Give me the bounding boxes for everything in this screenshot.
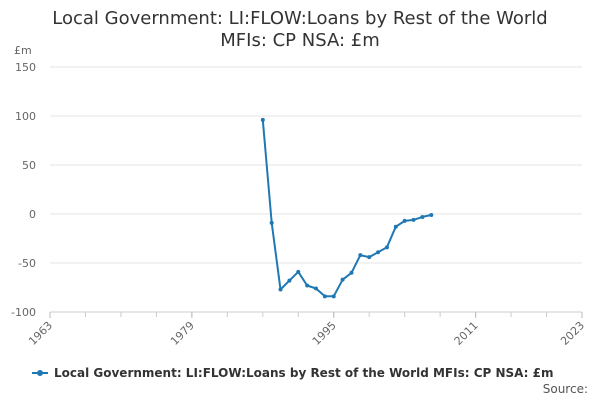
x-tick-label: 1979 bbox=[168, 319, 197, 348]
data-point bbox=[402, 218, 407, 223]
data-point bbox=[376, 250, 381, 255]
data-point bbox=[367, 255, 372, 260]
y-tick-label: 50 bbox=[22, 159, 36, 172]
source-label: Source: bbox=[542, 382, 588, 396]
data-point bbox=[349, 270, 354, 275]
series-line bbox=[261, 118, 433, 298]
data-point bbox=[411, 217, 416, 222]
data-point bbox=[322, 294, 327, 299]
data-point bbox=[384, 245, 389, 250]
data-point bbox=[314, 286, 318, 291]
chart-title-line-1: Local Government: LI:FLOW:Loans by Rest … bbox=[52, 8, 548, 29]
chart-title-line-2: MFIs: CP NSA: £m bbox=[220, 30, 380, 51]
data-point bbox=[260, 117, 265, 122]
data-point bbox=[287, 278, 292, 283]
data-point bbox=[420, 214, 425, 219]
x-tick-label: 1995 bbox=[310, 319, 339, 348]
data-point bbox=[340, 277, 345, 282]
x-tick-label: 1963 bbox=[26, 319, 55, 348]
data-point bbox=[331, 294, 336, 299]
data-point bbox=[269, 220, 274, 225]
x-tick-label: 2023 bbox=[558, 319, 587, 348]
legend-series-swatch bbox=[32, 368, 48, 378]
data-point bbox=[296, 269, 301, 274]
y-tick-label: -50 bbox=[18, 257, 36, 270]
y-tick-label: 100 bbox=[15, 110, 36, 123]
data-point bbox=[429, 212, 434, 217]
y-tick-label: 150 bbox=[15, 61, 36, 74]
y-tick-label: 0 bbox=[29, 208, 36, 221]
data-point bbox=[393, 224, 398, 229]
x-tick-label: 2011 bbox=[452, 319, 481, 348]
chart-title: Local Government: LI:FLOW:Loans by Rest … bbox=[0, 8, 600, 52]
data-point bbox=[278, 287, 283, 292]
y-axis-unit-label: £m bbox=[14, 44, 32, 57]
data-point bbox=[305, 283, 310, 288]
data-point bbox=[358, 253, 363, 258]
legend-series-label: Local Government: LI:FLOW:Loans by Rest … bbox=[54, 366, 554, 380]
legend[interactable]: Local Government: LI:FLOW:Loans by Rest … bbox=[32, 366, 554, 380]
y-tick-label: -100 bbox=[11, 306, 36, 319]
